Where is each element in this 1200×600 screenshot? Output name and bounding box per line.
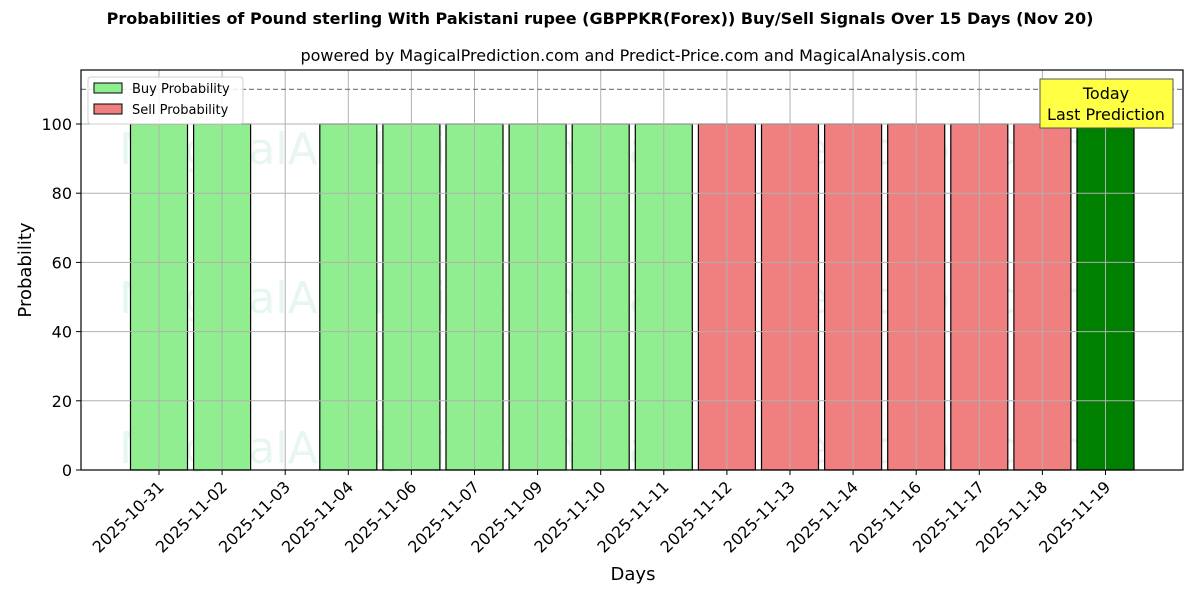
chart-title: Probabilities of Pound sterling With Pak… bbox=[106, 9, 1094, 28]
legend-label: Sell Probability bbox=[132, 103, 229, 118]
y-tick-label: 20 bbox=[52, 392, 72, 411]
today-annotation bbox=[1039, 78, 1174, 129]
y-tick-label: 40 bbox=[52, 323, 72, 342]
annotation-line1: Today bbox=[1082, 84, 1129, 103]
axes-frame bbox=[80, 69, 1184, 471]
y-axis-label: Probability bbox=[15, 222, 36, 317]
chart-subtitle: powered by MagicalPrediction.com and Pre… bbox=[300, 46, 966, 65]
annotation-line2: Last Prediction bbox=[1047, 105, 1165, 124]
y-tick-label: 0 bbox=[62, 461, 72, 480]
legend bbox=[87, 76, 244, 125]
y-tick-label: 80 bbox=[52, 184, 72, 203]
legend-label: Buy Probability bbox=[132, 82, 230, 97]
y-tick-label: 100 bbox=[41, 115, 72, 134]
y-tick-label: 60 bbox=[52, 253, 72, 272]
x-axis-label: Days bbox=[611, 564, 656, 585]
legend-swatch bbox=[93, 103, 123, 115]
legend-swatch bbox=[93, 82, 123, 94]
